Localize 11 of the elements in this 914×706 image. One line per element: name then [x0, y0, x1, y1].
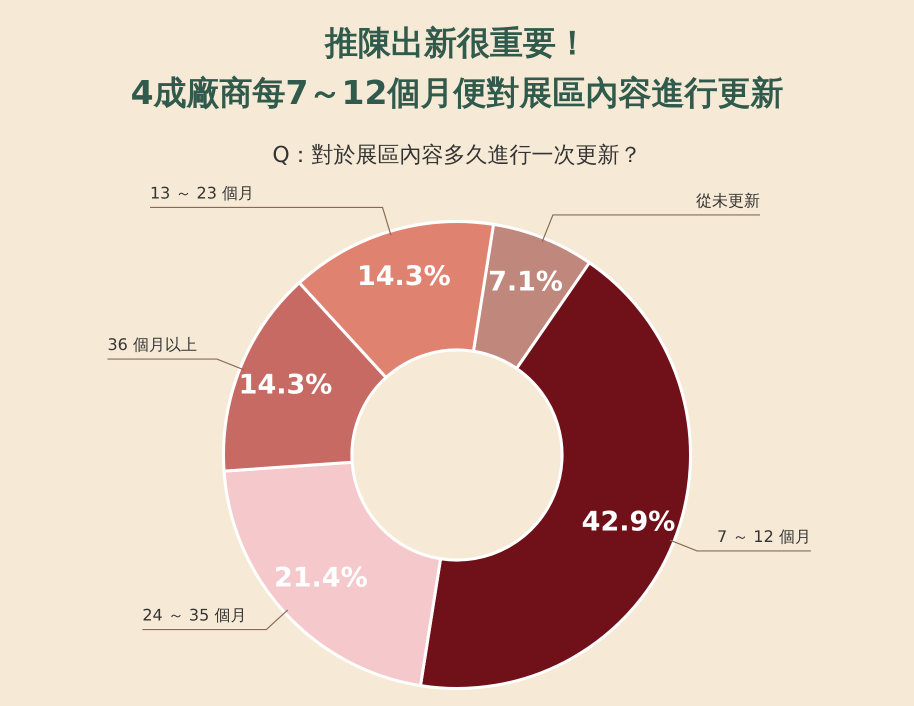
chart-subtitle: Q：對於展區內容多久進行一次更新？ [271, 142, 643, 170]
slice-label: 24 ～ 35 個月 [142, 606, 246, 625]
data-label: 14.3% [238, 369, 332, 400]
slice-label: 7 ～ 12 個月 [717, 527, 811, 546]
data-label: 14.3% [356, 261, 451, 292]
slice-label: 從未更新 [696, 191, 760, 210]
chart-title: 推陳出新很重要！ 4成廠商每7～12個月便對展區內容進行更新 [130, 22, 784, 114]
data-label: 42.9% [582, 506, 676, 538]
slice-label: 36 個月以上 [108, 335, 197, 354]
data-label: 7.1% [488, 266, 563, 298]
slice-label: 13 ～ 23 個月 [150, 184, 254, 203]
